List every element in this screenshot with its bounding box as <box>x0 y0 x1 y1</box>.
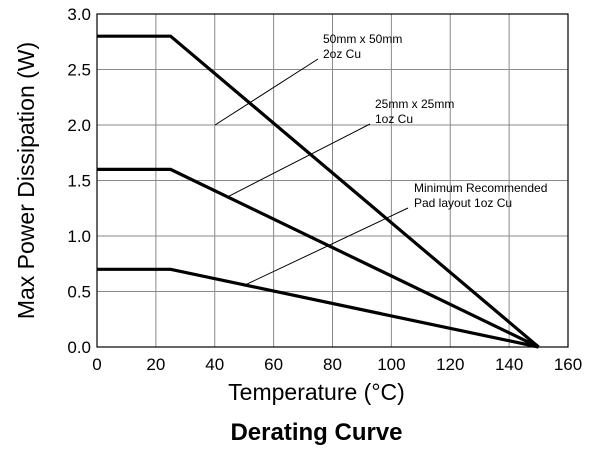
x-tick-label: 100 <box>377 355 405 374</box>
y-tick-label: 1.5 <box>67 172 91 191</box>
y-tick-label: 2.0 <box>67 116 91 135</box>
series-line-3 <box>97 267 539 349</box>
x-tick-label: 60 <box>264 355 283 374</box>
annotation-leader-2 <box>226 123 371 198</box>
annotation-text: 50mm x 50mm <box>323 32 402 46</box>
grid-lines <box>97 14 568 347</box>
plot-frame <box>96 13 569 348</box>
x-tick-label: 0 <box>92 355 101 374</box>
annotation-text: 25mm x 25mm <box>375 97 454 111</box>
y-tick-label: 1.0 <box>67 227 91 246</box>
series-line-2 <box>97 167 540 349</box>
annotation-text: Pad layout 1oz Cu <box>414 196 512 210</box>
x-tick-label: 20 <box>146 355 165 374</box>
x-tick-label: 160 <box>554 355 582 374</box>
y-tick-label: 3.0 <box>67 5 91 24</box>
x-tick-label: 120 <box>436 355 464 374</box>
y-tick-label: 2.5 <box>67 61 91 80</box>
x-tick-label: 40 <box>205 355 224 374</box>
annotation-text: Minimum Recommended <box>414 181 547 195</box>
annotation-text: 1oz Cu <box>375 112 413 126</box>
y-tick-label: 0.5 <box>67 283 91 302</box>
x-tick-label: 140 <box>495 355 523 374</box>
x-tick-labels: 0 20 40 60 80 100 120 140 160 <box>92 355 582 374</box>
x-tick-label: 80 <box>323 355 342 374</box>
y-axis-title: Max Power Dissipation (W) <box>13 42 39 319</box>
annotation-leader-1 <box>214 58 319 126</box>
series-layer <box>97 34 540 349</box>
annotation-text: 2oz Cu <box>323 47 361 61</box>
series-line-1 <box>97 34 540 349</box>
chart-title: Derating Curve <box>230 419 402 446</box>
x-axis-title: Temperature (°C) <box>228 379 405 405</box>
y-tick-label: 0.0 <box>67 338 91 357</box>
y-tick-labels: 0.0 0.5 1.0 1.5 2.0 2.5 3.0 <box>67 5 91 357</box>
annotation-leader-3 <box>242 207 409 287</box>
